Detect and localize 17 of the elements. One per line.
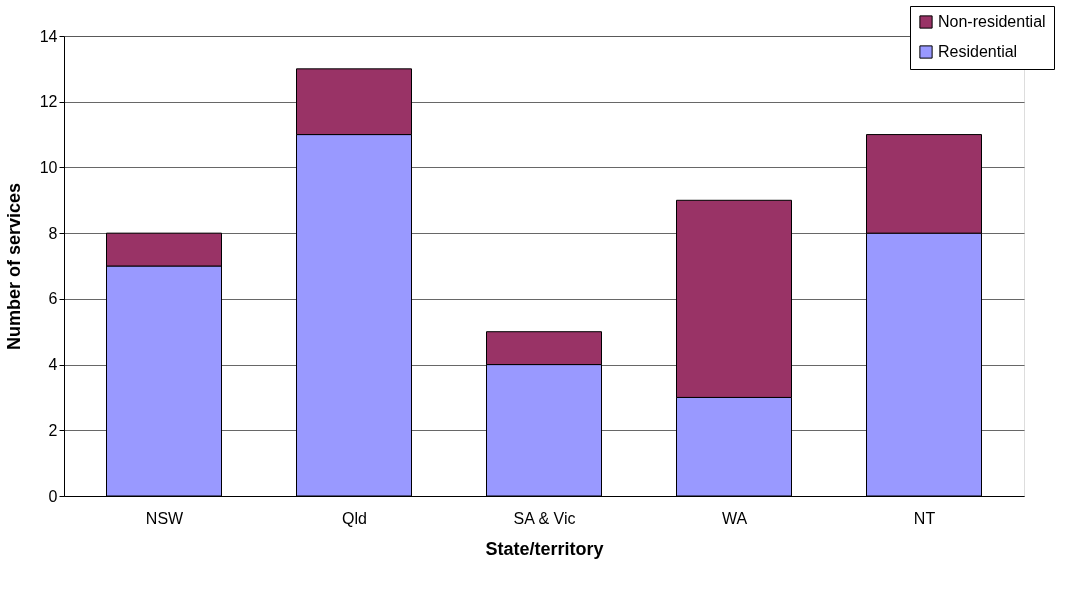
- x-tick-label: Qld: [342, 509, 367, 527]
- x-tick-label: NT: [913, 509, 936, 527]
- y-tick-label: 4: [48, 356, 58, 374]
- x-axis-title: State/territory: [485, 538, 604, 559]
- y-tick-label: 0: [48, 487, 58, 505]
- y-tick-label: 12: [39, 93, 58, 111]
- legend-label: Non-residential: [938, 13, 1046, 30]
- x-tick-label: SA & Vic: [513, 509, 576, 527]
- x-tick-label: NSW: [145, 509, 185, 527]
- y-tick-label: 8: [48, 224, 58, 242]
- x-tick-label: WA: [721, 509, 748, 527]
- y-tick-label: 2: [48, 421, 58, 439]
- legend-label: Residential: [938, 43, 1018, 60]
- y-tick-label: 10: [39, 158, 58, 176]
- y-tick-label: 14: [39, 27, 58, 45]
- y-axis-title: Number of services: [3, 182, 24, 351]
- y-tick-label: 6: [48, 290, 58, 308]
